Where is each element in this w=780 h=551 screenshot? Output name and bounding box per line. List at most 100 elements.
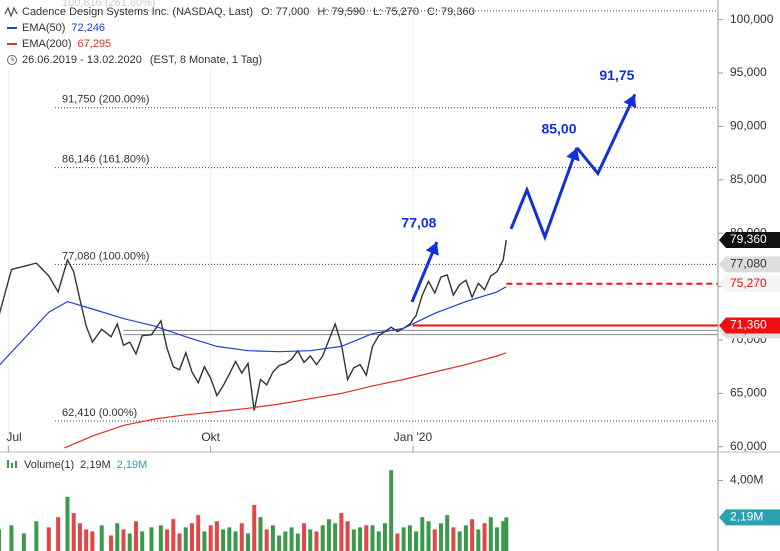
price-tag bbox=[719, 232, 780, 249]
x-tick-label: Jan '20 bbox=[394, 430, 433, 444]
projection-label: 77,08 bbox=[401, 215, 436, 231]
volume-bar bbox=[302, 523, 307, 551]
volume-bar bbox=[165, 529, 170, 551]
volume-title: Volume(1) bbox=[24, 459, 74, 471]
legend-value: 72,246 bbox=[71, 22, 105, 34]
volume-bar bbox=[376, 531, 381, 551]
header-line: Cadence Design Systems Inc. (NASDAQ, Las… bbox=[22, 6, 475, 18]
y-tick-label: 4,00M bbox=[730, 473, 763, 487]
volume-bar bbox=[382, 523, 387, 551]
legend-value: 67,295 bbox=[78, 38, 112, 50]
chart-icon bbox=[4, 6, 18, 18]
volume-bar bbox=[432, 529, 437, 551]
volume-bar bbox=[420, 517, 425, 551]
fib-label: 62,410 (0.00%) bbox=[62, 407, 137, 419]
volume-bar bbox=[214, 521, 219, 551]
volume-bar bbox=[90, 531, 95, 551]
volume-bar bbox=[407, 525, 412, 551]
price-tag bbox=[719, 275, 780, 292]
volume-bar bbox=[34, 521, 39, 551]
volume-bar bbox=[414, 531, 419, 551]
volume-bar bbox=[504, 517, 509, 551]
volume-bar bbox=[463, 525, 468, 551]
volume-legend: Volume(1) 2,19M 2,19M bbox=[24, 459, 147, 471]
volume-bar bbox=[221, 529, 226, 551]
volume-bar bbox=[488, 517, 493, 551]
date-range: 26.06.2019 - 13.02.2020 bbox=[22, 54, 142, 66]
projection-path bbox=[575, 93, 637, 177]
volume-bar bbox=[395, 533, 400, 551]
arrow-head bbox=[623, 94, 637, 109]
volume-bar bbox=[326, 519, 331, 551]
volume-bar bbox=[364, 525, 369, 551]
volume-bar bbox=[345, 521, 350, 551]
volume-bar bbox=[289, 527, 294, 551]
volume-value: 2,19M bbox=[117, 459, 148, 471]
clock-hands bbox=[11, 57, 14, 61]
price-tag bbox=[719, 317, 780, 334]
volume-icon bbox=[7, 460, 9, 468]
volume-bar bbox=[451, 527, 456, 551]
ohlc-low: L: 75,270 bbox=[373, 6, 419, 18]
ema200-swatch bbox=[7, 43, 17, 45]
volume-icon bbox=[11, 463, 13, 468]
y-tick-label: 100,000 bbox=[730, 12, 774, 26]
price-tag-label: 79,360 bbox=[730, 232, 767, 246]
x-tick-label: Jul bbox=[6, 430, 21, 444]
legend-name: EMA(50) bbox=[22, 22, 65, 34]
arrow-head bbox=[425, 241, 439, 256]
volume-bar bbox=[121, 529, 126, 551]
volume-bar bbox=[252, 504, 257, 551]
y-tick-label: 60,000 bbox=[730, 439, 767, 453]
legend-ema200: EMA(200) 67,295 bbox=[22, 38, 111, 50]
projection-path bbox=[509, 147, 579, 242]
clock-icon bbox=[7, 55, 17, 65]
volume-bar bbox=[233, 531, 238, 551]
volume-bar bbox=[277, 535, 282, 551]
volume-bar bbox=[270, 525, 275, 551]
volume-bar bbox=[140, 531, 145, 551]
y-tick-label: 90,000 bbox=[730, 119, 767, 133]
volume-bar bbox=[283, 531, 288, 551]
volume-tag-label: 2,19M bbox=[730, 510, 763, 524]
legend-name: EMA(200) bbox=[22, 38, 72, 50]
volume-bar bbox=[264, 529, 269, 551]
volume-bar bbox=[0, 529, 1, 551]
volume-bar bbox=[115, 523, 120, 551]
volume-bar bbox=[320, 525, 325, 551]
y-tick-label: 85,000 bbox=[730, 172, 767, 186]
volume-bar bbox=[158, 525, 163, 551]
volume-bar bbox=[133, 521, 138, 551]
price-tag bbox=[719, 256, 780, 273]
x-tick-label: Okt bbox=[201, 430, 220, 444]
instrument-title: Cadence Design Systems Inc. (NASDAQ, Las… bbox=[22, 6, 253, 18]
volume-bar bbox=[71, 513, 76, 551]
volume-bar bbox=[470, 519, 475, 551]
price-line bbox=[0, 239, 507, 411]
ema-line bbox=[0, 286, 507, 366]
volume-bar bbox=[426, 521, 431, 551]
ohlc-close: C: 79,360 bbox=[427, 6, 475, 18]
volume-bar bbox=[77, 523, 82, 551]
volume-bar bbox=[401, 527, 406, 551]
volume-bar bbox=[99, 525, 104, 551]
volume-bar bbox=[314, 531, 319, 551]
volume-bar bbox=[482, 523, 487, 551]
volume-bar bbox=[196, 515, 201, 551]
price-tag-label: 71,360 bbox=[730, 318, 767, 332]
volume-bar bbox=[389, 470, 394, 551]
volume-bar bbox=[339, 513, 344, 551]
volume-plot bbox=[0, 470, 509, 551]
legend-ema50: EMA(50) 72,246 bbox=[22, 22, 105, 34]
projection-label: 85,00 bbox=[541, 120, 576, 136]
volume-bar bbox=[65, 496, 70, 551]
volume-bar bbox=[171, 519, 176, 551]
volume-bar bbox=[476, 529, 481, 551]
volume-bar bbox=[189, 523, 194, 551]
volume-bar bbox=[457, 531, 462, 551]
volume-bar bbox=[149, 527, 154, 551]
volume-tag bbox=[719, 509, 780, 526]
